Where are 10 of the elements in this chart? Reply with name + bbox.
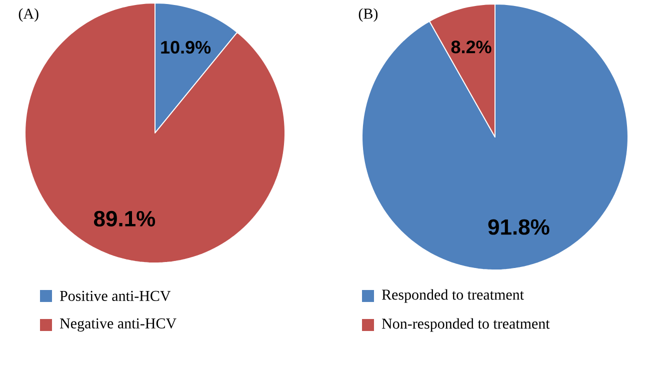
chart-title: (B) (358, 8, 378, 22)
legend-label: Non-responded to treatment (382, 318, 550, 332)
legend-label: Positive anti-HCV (60, 290, 171, 302)
data-label: 91.8% (488, 219, 550, 235)
chart-title: (A) (18, 8, 38, 22)
data-label: 8.2% (451, 40, 492, 54)
data-label: 10.9% (161, 40, 211, 54)
legend-label: Responded to treatment (382, 289, 524, 303)
legend-label: Negative anti-HCV (60, 318, 176, 332)
data-label: 89.1% (94, 210, 156, 226)
